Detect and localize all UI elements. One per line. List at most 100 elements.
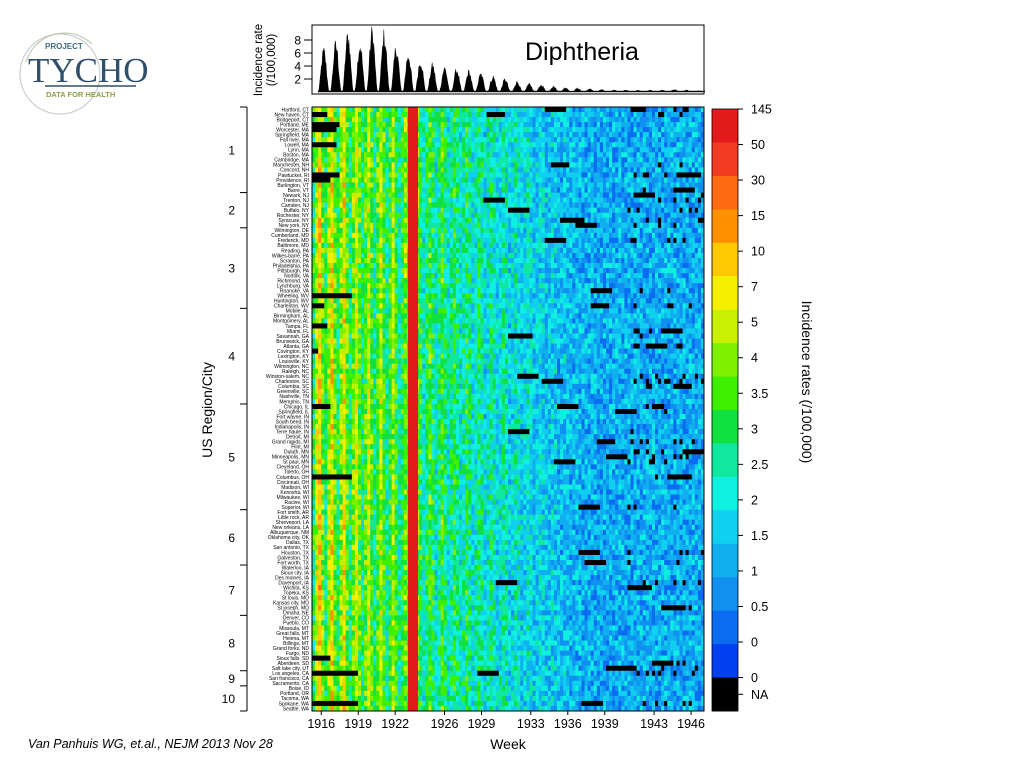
city-label: Wilmington, NC [274, 364, 309, 370]
heatmap-row [312, 489, 704, 495]
city-label: Burlington, VT [277, 183, 309, 189]
city-label: Cumberland, MD [271, 233, 309, 239]
colorbar-tick-label: 50 [751, 138, 765, 152]
region-tick-label: 3 [228, 262, 235, 276]
heatmap-row [312, 333, 704, 339]
inset-year-peak [668, 89, 681, 93]
city-label: Tampa, FL [285, 324, 309, 330]
heatmap-row [312, 449, 704, 455]
city-label: Superior, WI [281, 505, 309, 511]
region-tick-label: 6 [228, 531, 235, 545]
heatmap-row [312, 560, 704, 566]
heatmap-row [312, 484, 704, 490]
heatmap-row [312, 554, 704, 561]
heatmap-row [312, 237, 704, 244]
heatmap-row [312, 227, 704, 234]
city-label: New haven, CT [275, 112, 309, 118]
city-label: Reading, PA [281, 248, 309, 254]
x-tick-label: 1933 [517, 717, 545, 731]
heatmap-row [312, 529, 704, 536]
inset-ylabel-line1: Incidence rate [253, 24, 265, 96]
city-label: Fort smith, AR [277, 510, 309, 516]
colorbar-tick-label: 10 [751, 245, 765, 259]
city-label: Wheeling, WV [277, 294, 309, 300]
city-label: Madison, WI [281, 485, 309, 491]
city-label: Omaha, NE [283, 611, 310, 617]
heatmap-row [312, 358, 704, 364]
city-label: Lexington, KY [278, 354, 310, 360]
colorbar-swatch [712, 443, 738, 478]
city-label: Hartford, CT [281, 107, 309, 113]
city-label: Nashville, TN [279, 394, 309, 400]
city-label: Portland, OR [280, 691, 309, 697]
city-label: San antonio, TX [273, 545, 309, 551]
heatmap-row [312, 383, 704, 390]
heatmap-row [312, 192, 704, 198]
heatmap-row [312, 439, 704, 445]
heatmap-row [312, 147, 704, 153]
colorbar-swatch [712, 209, 738, 244]
heatmap-row [312, 182, 704, 188]
x-tick-label: 1916 [307, 717, 335, 731]
heatmap-row [312, 419, 704, 425]
city-label: San francisco, CA [269, 676, 310, 682]
colorbar-tick-label: 1 [751, 564, 758, 578]
heatmap-row [312, 252, 704, 259]
inset-year-peak [692, 90, 706, 93]
region-tick-label: 8 [228, 637, 235, 651]
colorbar-swatch [712, 677, 738, 712]
city-label: Fort wayne, IN [276, 414, 309, 420]
heatmap-row [312, 645, 704, 651]
heatmap-row [312, 348, 704, 354]
colorbar-swatch [712, 343, 738, 378]
colorbar-swatch [712, 410, 738, 444]
region-tick-label: 5 [228, 450, 235, 464]
city-label: Fort worth, TX [277, 560, 309, 566]
x-tick-label: 1926 [431, 717, 459, 731]
city-label: Billings, MT [283, 641, 309, 647]
heatmap-row [312, 303, 704, 309]
city-label: Baltimore, MD [277, 243, 309, 249]
city-label: Birmingham, AL [274, 314, 310, 320]
heatmap-row [312, 283, 704, 289]
city-label: New orleans, LA [272, 525, 309, 531]
city-label: Grand forks, ND [273, 646, 310, 652]
heatmap-row [312, 570, 704, 576]
inset-year-peak [366, 26, 379, 93]
heatmap-row [312, 534, 704, 541]
heatmap-row [312, 217, 704, 224]
heatmap-row [312, 595, 704, 601]
city-label: Milwaukee, WI [276, 495, 309, 501]
heatmap-row [312, 610, 704, 616]
heatmap-row [312, 705, 704, 711]
x-axis: 1916 1919 1922 1926 1929 1933 1936 1939 1943 1946 [307, 710, 705, 731]
colorbar-tick-label: 0.5 [751, 600, 768, 614]
heatmap-row [312, 263, 704, 269]
city-label: Cambridge, MA [274, 158, 309, 164]
city-label: Trenton, NJ [283, 198, 309, 204]
colorbar-tick-label: 3 [751, 422, 758, 436]
heatmap-row [312, 127, 704, 133]
region-tick-label: 9 [228, 672, 235, 686]
colorbar-swatch [712, 276, 738, 311]
colorbar-tick-label: 2 [751, 493, 758, 507]
city-label: Raleigh, NC [282, 369, 309, 375]
inset-year-peak [535, 84, 548, 93]
heatmap-row [312, 232, 704, 239]
colorbar-swatch [712, 109, 738, 143]
inset-frame [311, 24, 705, 95]
city-label: Barre, VT [288, 188, 309, 194]
city-label: Helena, MT [283, 636, 309, 642]
city-label: Fargo, ND [286, 651, 309, 657]
inset-year-peak [583, 88, 597, 93]
city-label: Spokane, WA [279, 701, 310, 707]
region-axis: 1 2 3 4 5 6 7 8 9 10 [222, 106, 248, 712]
heatmap-row [312, 398, 704, 405]
heatmap-row [312, 368, 704, 375]
heatmap-row [312, 162, 704, 168]
heatmap-row [312, 313, 704, 319]
inset-year-peak [486, 75, 500, 93]
city-label: St joseph, MO [277, 606, 309, 612]
